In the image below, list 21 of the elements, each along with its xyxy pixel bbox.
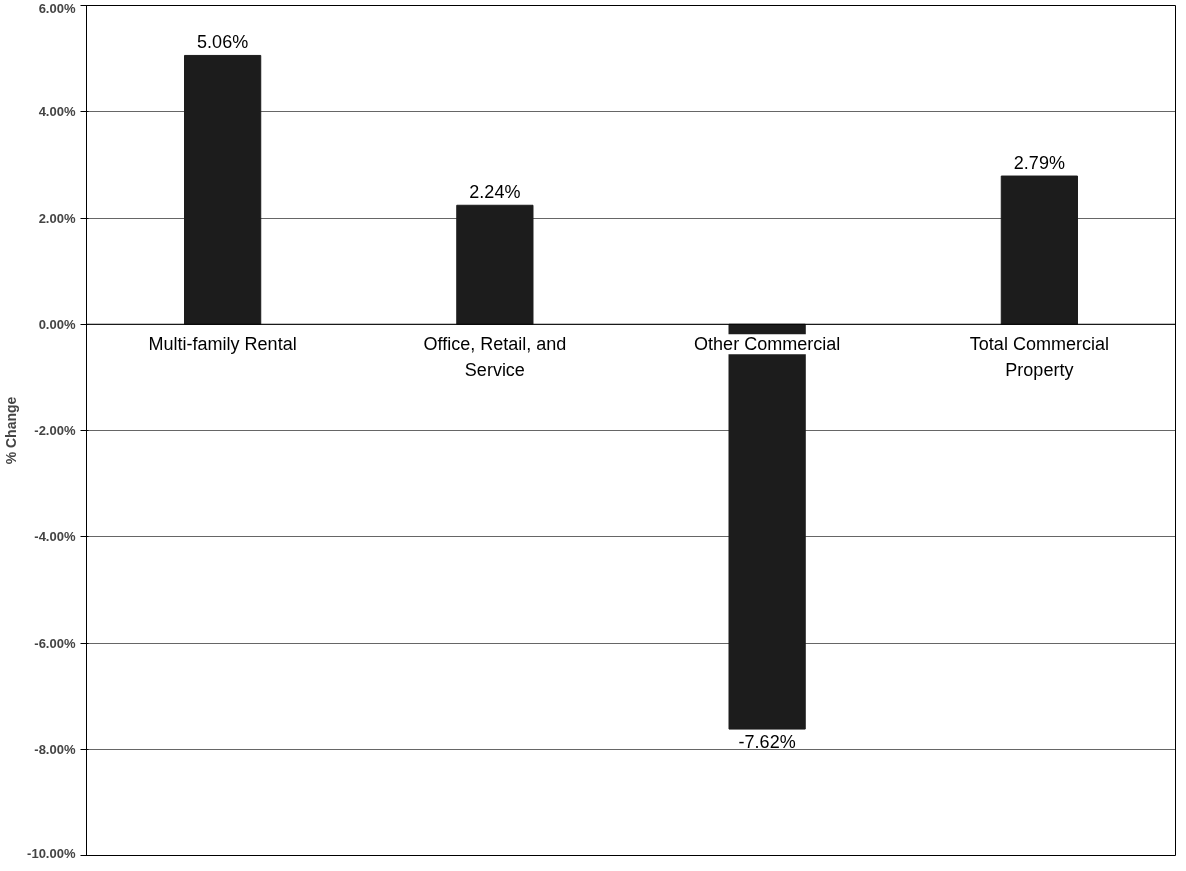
data-label: 5.06% [197, 32, 249, 53]
x-tick-label: Other Commercial [694, 334, 841, 355]
y-tick-label: -10.00% [27, 845, 76, 861]
bar [184, 54, 262, 325]
bar [456, 204, 534, 325]
y-tick-label: 6.00% [38, 0, 76, 16]
data-label: 2.24% [469, 182, 521, 203]
y-tick-label: -4.00% [34, 529, 76, 545]
y-tick-label: -2.00% [34, 423, 76, 438]
x-tick-label: Total Commercial Property [969, 334, 1109, 381]
y-tick-label: 2.00% [38, 210, 76, 226]
y-tick-label: -8.00% [34, 741, 76, 757]
data-label: -7.62% [738, 732, 796, 753]
x-tick-label: Office, Retail, and Service [423, 334, 567, 381]
data-label: 2.79% [1013, 153, 1065, 174]
bar [1000, 175, 1078, 325]
y-tick-label: 0.00% [38, 316, 76, 332]
y-tick-label: 4.00% [38, 104, 76, 120]
x-tick-label: Multi-family Rental [148, 334, 297, 355]
y-axis-title: % Change [3, 396, 20, 465]
y-tick-label: -6.00% [34, 635, 76, 651]
